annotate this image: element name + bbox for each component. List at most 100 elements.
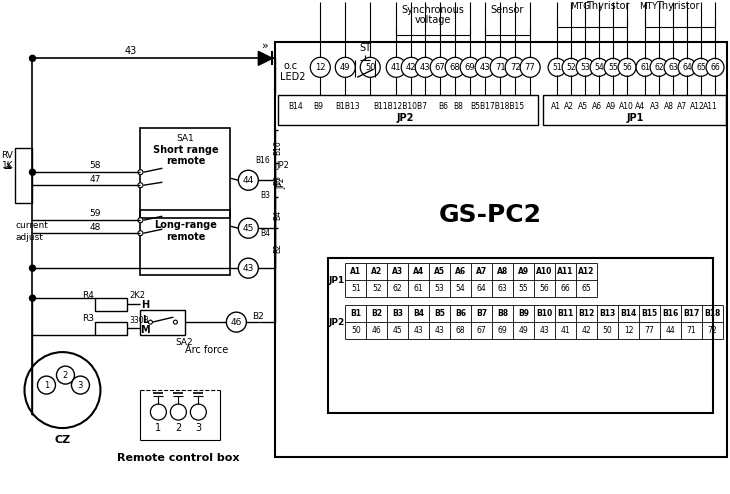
Text: A4: A4 <box>413 267 424 276</box>
Text: 53: 53 <box>435 284 445 293</box>
Text: M: M <box>141 325 150 335</box>
Circle shape <box>29 295 36 301</box>
Text: 66: 66 <box>561 284 570 293</box>
Circle shape <box>29 169 36 175</box>
Text: 1: 1 <box>44 380 49 390</box>
Circle shape <box>226 312 246 332</box>
Text: current: current <box>15 221 48 230</box>
Text: 62: 62 <box>654 63 664 72</box>
Text: B6: B6 <box>438 102 448 111</box>
Circle shape <box>150 404 166 420</box>
Text: 53: 53 <box>580 63 590 72</box>
Circle shape <box>361 57 380 78</box>
Text: Synchronous: Synchronous <box>402 5 465 15</box>
Text: ST: ST <box>359 43 372 53</box>
Circle shape <box>138 183 143 188</box>
Text: 47: 47 <box>90 175 101 184</box>
Circle shape <box>618 58 636 76</box>
Circle shape <box>56 366 74 384</box>
Text: JP2: JP2 <box>276 161 289 170</box>
Text: o.c: o.c <box>283 61 297 71</box>
Text: 58: 58 <box>90 161 101 170</box>
Text: B9: B9 <box>313 102 323 111</box>
Circle shape <box>29 55 36 61</box>
Text: A8: A8 <box>497 267 508 276</box>
Text: A9: A9 <box>606 102 616 111</box>
Text: 45: 45 <box>393 326 403 335</box>
Text: Thyristor: Thyristor <box>586 1 630 11</box>
Circle shape <box>335 57 356 78</box>
Text: 66: 66 <box>710 63 720 72</box>
Text: B13: B13 <box>599 309 615 318</box>
Text: 52: 52 <box>372 284 382 293</box>
Bar <box>275 42 727 457</box>
Text: 43: 43 <box>480 63 491 72</box>
Text: 69: 69 <box>465 63 475 72</box>
Circle shape <box>562 58 580 76</box>
Circle shape <box>475 57 495 78</box>
Bar <box>96 322 128 335</box>
Text: 48: 48 <box>90 223 101 232</box>
Text: B17: B17 <box>683 309 700 318</box>
Text: A3: A3 <box>392 267 403 276</box>
Text: Short range: Short range <box>153 145 218 155</box>
Circle shape <box>576 58 594 76</box>
Text: voltage: voltage <box>415 15 451 25</box>
Circle shape <box>636 58 654 76</box>
Text: 55: 55 <box>608 63 618 72</box>
Text: A6: A6 <box>592 102 602 111</box>
Text: 330R: 330R <box>129 316 150 325</box>
Text: B8: B8 <box>453 102 463 111</box>
Circle shape <box>170 404 186 420</box>
Circle shape <box>239 170 258 190</box>
Text: 12: 12 <box>315 63 326 72</box>
Text: 49: 49 <box>519 326 529 335</box>
Text: 44: 44 <box>242 176 254 185</box>
Circle shape <box>590 58 608 76</box>
Circle shape <box>138 170 143 175</box>
Text: B14: B14 <box>620 309 637 318</box>
Circle shape <box>72 376 90 394</box>
Text: Remote control box: Remote control box <box>117 453 239 463</box>
Circle shape <box>138 218 143 223</box>
Text: adjust: adjust <box>15 233 43 242</box>
Text: RV: RV <box>1 151 13 160</box>
Text: 51: 51 <box>351 284 361 293</box>
Text: remote: remote <box>166 232 205 242</box>
Circle shape <box>174 320 177 324</box>
Text: 64: 64 <box>682 63 692 72</box>
Text: B1B13: B1B13 <box>335 102 360 111</box>
Text: 65: 65 <box>582 284 591 293</box>
Text: 1: 1 <box>155 423 161 433</box>
Circle shape <box>415 57 435 78</box>
Text: A12: A12 <box>578 267 595 276</box>
Bar <box>278 95 538 125</box>
Text: A3: A3 <box>650 102 660 111</box>
Text: 43: 43 <box>124 46 137 56</box>
Text: 62: 62 <box>393 284 402 293</box>
Circle shape <box>402 57 421 78</box>
Text: B4: B4 <box>261 229 270 238</box>
Text: L: L <box>142 315 148 325</box>
Text: B16: B16 <box>255 156 270 165</box>
Text: 44: 44 <box>666 326 675 335</box>
Text: B1: B1 <box>350 309 361 318</box>
Text: 45: 45 <box>242 224 254 233</box>
Text: JP2: JP2 <box>328 318 345 327</box>
Text: 52: 52 <box>566 63 576 72</box>
Text: Arc force: Arc force <box>185 345 228 355</box>
Text: 42: 42 <box>582 326 591 335</box>
Circle shape <box>29 265 36 271</box>
Text: 61: 61 <box>414 284 423 293</box>
Circle shape <box>239 218 258 238</box>
Text: 72: 72 <box>707 326 718 335</box>
Text: A1: A1 <box>551 102 561 111</box>
Text: 59: 59 <box>90 209 101 218</box>
Text: A5: A5 <box>434 267 445 276</box>
Text: 54: 54 <box>594 63 604 72</box>
Circle shape <box>37 376 55 394</box>
Text: A6: A6 <box>455 267 466 276</box>
Circle shape <box>310 57 330 78</box>
Text: 67: 67 <box>435 63 445 72</box>
Text: 71: 71 <box>687 326 696 335</box>
